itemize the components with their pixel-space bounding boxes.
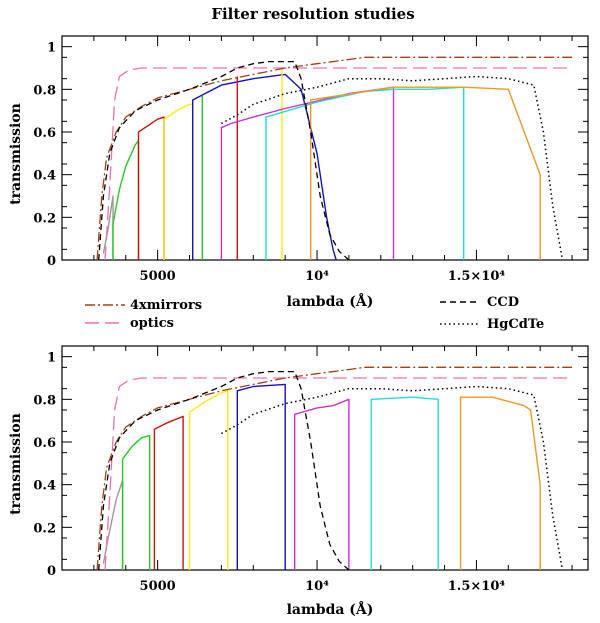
hgcdte-curve bbox=[221, 385, 564, 570]
filter-curve bbox=[112, 139, 140, 260]
x-tick-label: 5000 bbox=[140, 579, 176, 594]
filter-curve bbox=[121, 434, 151, 570]
y-tick-label: 0 bbox=[47, 254, 56, 269]
filter-curve bbox=[137, 116, 165, 260]
y-axis-label-top: transmission bbox=[8, 103, 24, 205]
mirrors-curve bbox=[96, 366, 573, 570]
filter-curve bbox=[265, 86, 465, 260]
filter-curve bbox=[236, 383, 286, 570]
y-tick-label: 0.4 bbox=[33, 479, 56, 494]
filter-curve bbox=[310, 86, 541, 260]
y-tick-label: 0.8 bbox=[33, 393, 56, 408]
bottom-panel: 0 0.2 0.4 0.6 0.8 1 5000 10⁴ 1.5×10⁴ bbox=[33, 345, 589, 594]
x-axis-label-bottom: lambda (Å) bbox=[287, 600, 374, 618]
y-tick-label: 0.2 bbox=[33, 521, 56, 536]
filter-curve bbox=[459, 396, 541, 570]
x-tick-label: 1.5×10⁴ bbox=[448, 579, 506, 594]
x-tick-label: 10⁴ bbox=[305, 579, 329, 594]
filter-curve bbox=[102, 195, 114, 260]
filter-curve bbox=[188, 390, 229, 570]
y-tick-label: 0.6 bbox=[33, 126, 56, 141]
filter-curve bbox=[163, 103, 194, 260]
y-tick-label: 1 bbox=[47, 41, 56, 56]
plot-area bbox=[96, 56, 573, 260]
hgcdte-curve bbox=[221, 75, 564, 260]
plot-frame bbox=[61, 345, 589, 571]
filter-curve bbox=[294, 398, 350, 570]
y-axis-label-bottom: transmission bbox=[8, 413, 24, 515]
x-tick-label: 1.5×10⁴ bbox=[448, 269, 506, 284]
y-tick-label: 0 bbox=[47, 564, 56, 579]
ccd-curve bbox=[98, 370, 350, 570]
legend-label-hgcdte: HgCdTe bbox=[487, 317, 544, 332]
top-panel: 0 0.2 0.4 0.6 0.8 1 5000 10⁴ 1.5×10⁴ bbox=[33, 35, 589, 284]
y-tick-label: 0.2 bbox=[33, 211, 56, 226]
legend-label-ccd: CCD bbox=[487, 295, 519, 310]
ccd-curve bbox=[98, 60, 350, 260]
mirrors-curve bbox=[96, 56, 573, 260]
y-tick-label: 0.8 bbox=[33, 83, 56, 98]
plot-frame bbox=[61, 35, 589, 261]
filter-curve bbox=[153, 415, 184, 570]
optics-curve bbox=[104, 67, 573, 260]
y-tick-label: 1 bbox=[47, 351, 56, 366]
plot-area bbox=[96, 366, 573, 570]
optics-curve bbox=[104, 377, 573, 570]
x-tick-label: 5000 bbox=[140, 269, 176, 284]
legend: 4xmirrors optics CCD HgCdTe bbox=[85, 295, 544, 332]
x-tick-label: 10⁴ bbox=[305, 269, 329, 284]
legend-label-mirrors: 4xmirrors bbox=[130, 298, 202, 313]
filter-curve bbox=[370, 396, 439, 570]
x-axis-label-top: lambda (Å) bbox=[287, 292, 374, 310]
y-tick-label: 0.4 bbox=[33, 169, 56, 184]
chart-title: Filter resolution studies bbox=[211, 5, 414, 23]
legend-label-optics: optics bbox=[130, 316, 174, 331]
y-tick-label: 0.6 bbox=[33, 436, 56, 451]
